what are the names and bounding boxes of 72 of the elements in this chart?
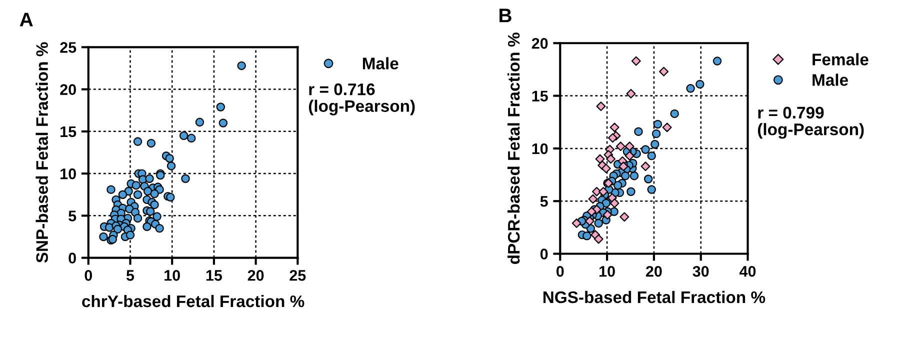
- point: [652, 129, 661, 138]
- legend-label: Male: [362, 57, 398, 70]
- point: [606, 154, 616, 164]
- point: [586, 206, 596, 216]
- point: [640, 162, 650, 172]
- y-axis-title: dPCR-based Fetal Fraction %: [507, 32, 520, 264]
- x-tick-label: 40: [739, 266, 756, 277]
- point: [618, 162, 628, 172]
- point: [620, 212, 630, 222]
- point: [626, 187, 636, 196]
- point: [596, 102, 606, 112]
- x-tick-label: 10: [600, 266, 615, 277]
- y-tick-label: 25: [60, 42, 76, 53]
- x-tick-label: 30: [692, 266, 709, 277]
- legend-label: Female: [812, 53, 868, 66]
- x-tick-label: 5: [126, 270, 134, 281]
- point: [616, 142, 626, 152]
- point: [631, 56, 641, 66]
- y-tick-label: 0: [540, 248, 548, 260]
- point: [653, 120, 662, 129]
- x-axis-title: NGS-based Fetal Fraction %: [543, 290, 766, 304]
- y-tick-label: 5: [68, 210, 76, 222]
- point: [630, 171, 639, 180]
- point: [647, 185, 656, 194]
- point: [624, 142, 634, 152]
- y-tick-label: 20: [60, 84, 76, 95]
- y-tick-label: 15: [60, 126, 76, 138]
- point: [712, 56, 722, 66]
- point: [634, 127, 643, 136]
- y-tick-label: 20: [532, 38, 548, 49]
- point: [601, 164, 611, 174]
- point: [594, 234, 604, 244]
- point: [598, 186, 608, 196]
- x-tick-label: 0: [556, 266, 564, 277]
- point: [644, 174, 653, 184]
- x-tick-label: 10: [164, 270, 180, 281]
- x-tick-label: 20: [646, 266, 662, 277]
- point: [594, 218, 603, 228]
- x-tick-label: 15: [206, 270, 222, 281]
- point: [610, 198, 620, 208]
- y-axis-title: SNP-based Fetal Fraction %: [36, 42, 48, 263]
- point: [626, 88, 636, 98]
- point: [650, 140, 660, 149]
- point: [582, 232, 592, 240]
- point: [620, 171, 630, 180]
- point: [602, 210, 612, 220]
- x-axis-title: chrY-based Fetal Fraction %: [82, 294, 304, 308]
- point: [659, 66, 669, 76]
- point: [647, 151, 656, 160]
- point: [572, 218, 582, 228]
- point: [610, 122, 620, 132]
- y-tick-label: 15: [532, 90, 548, 102]
- y-tick-label: 10: [532, 143, 548, 154]
- y-tick-label: 10: [60, 168, 76, 180]
- point: [608, 133, 618, 143]
- point: [696, 80, 704, 89]
- x-tick-label: 25: [290, 270, 306, 281]
- y-tick-label: 0: [68, 252, 76, 264]
- x-tick-label: 0: [84, 270, 92, 281]
- point: [662, 122, 672, 132]
- legend-label: Male: [812, 74, 848, 86]
- point: [686, 84, 695, 93]
- chart-title: B: [500, 8, 512, 22]
- point: [588, 194, 598, 204]
- point: [670, 109, 679, 118]
- chart-title: A: [20, 12, 33, 26]
- x-tick-label: 20: [248, 270, 264, 281]
- point: [641, 145, 650, 154]
- y-tick-label: 5: [540, 196, 548, 207]
- point: [624, 151, 634, 161]
- text: r = 0.716 (log-Pearson): [308, 83, 415, 116]
- text: r = 0.799 (log-Pearson): [758, 106, 864, 139]
